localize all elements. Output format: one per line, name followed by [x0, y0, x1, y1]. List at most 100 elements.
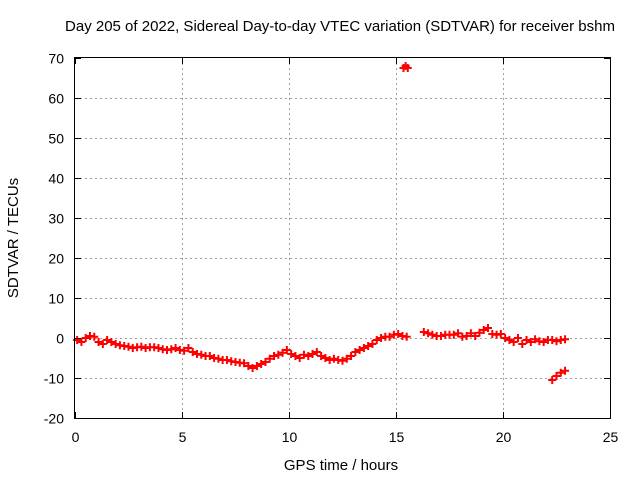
data-point: [505, 336, 514, 344]
y-tick-label: 10: [48, 291, 64, 307]
data-point: [257, 360, 266, 368]
data-point: [81, 334, 90, 342]
data-point: [385, 332, 394, 341]
data-point: [531, 335, 540, 344]
x-tick-label: 25: [603, 429, 619, 445]
y-tick-label: 20: [48, 251, 64, 267]
data-point: [561, 335, 570, 344]
data-point: [475, 328, 484, 337]
data-point: [304, 352, 313, 360]
data-point: [484, 324, 493, 332]
data-point: [274, 350, 283, 359]
data-point: [466, 329, 475, 338]
data-point: [347, 352, 356, 360]
data-point: [205, 352, 214, 360]
data-point: [454, 329, 463, 338]
data-point: [137, 342, 146, 351]
data-point: [180, 346, 189, 355]
data-point: [338, 356, 347, 365]
x-tick-label: 5: [179, 429, 187, 445]
data-point: [548, 376, 557, 384]
data-point: [171, 344, 180, 352]
y-tick-label: -10: [44, 371, 64, 387]
data-point: [479, 326, 488, 334]
data-point: [214, 354, 223, 363]
x-tick-label: 10: [282, 429, 298, 445]
data-point: [270, 352, 279, 360]
y-axis-label: SDTVAR / TECUs: [5, 178, 22, 298]
x-tick-label: 15: [389, 429, 405, 445]
data-point: [107, 338, 116, 346]
data-point: [77, 338, 86, 346]
data-point: [471, 332, 480, 340]
data-point: [240, 359, 249, 368]
data-point: [94, 338, 103, 346]
x-axis-label: GPS time / hours: [284, 457, 398, 474]
data-point: [449, 330, 458, 339]
data-point: [556, 368, 565, 377]
data-point: [197, 350, 206, 359]
data-point: [90, 332, 99, 341]
data-point: [424, 329, 433, 338]
data-point: [248, 364, 257, 372]
chart-title: Day 205 of 2022, Sidereal Day-to-day VTE…: [65, 18, 615, 35]
data-point: [167, 345, 176, 354]
data-point: [265, 354, 274, 363]
data-point: [188, 348, 197, 356]
data-point: [403, 64, 412, 72]
data-point: [98, 340, 107, 348]
data-point: [124, 342, 133, 351]
data-point: [317, 352, 326, 360]
data-point: [291, 352, 300, 360]
x-tick-label: 0: [72, 429, 80, 445]
x-tick-label: 20: [496, 429, 512, 445]
y-tick-label: 30: [48, 211, 64, 227]
data-point: [419, 328, 428, 336]
data-point: [402, 332, 411, 341]
data-point: [329, 354, 338, 363]
y-tick-labels: -20 -10 0 10 20 30 40 50 60 70: [44, 51, 64, 427]
data-point: [509, 338, 518, 346]
data-point: [518, 340, 527, 348]
data-point: [308, 350, 317, 358]
data-point: [252, 362, 261, 370]
data-point: [552, 372, 561, 380]
data-point: [325, 356, 334, 364]
data-point: [372, 336, 381, 344]
data-point: [526, 338, 535, 346]
data-point: [513, 334, 522, 342]
data-point: [364, 342, 373, 350]
data-point: [552, 337, 561, 346]
data-point: [222, 356, 231, 364]
y-tick-label: 40: [48, 171, 64, 187]
y-tick-label: -20: [44, 411, 64, 427]
data-point: [359, 344, 368, 352]
data-point: [244, 362, 253, 370]
data-point: [428, 330, 437, 339]
data-point: [539, 338, 548, 346]
data-point: [282, 346, 291, 354]
data-point: [394, 330, 403, 338]
data-point: [295, 354, 304, 362]
data-point: [103, 336, 112, 344]
data-point: [278, 348, 287, 357]
data-point: [287, 350, 296, 358]
y-tick-label: 60: [48, 91, 64, 107]
data-point: [312, 348, 321, 356]
y-tick-label: 0: [56, 331, 64, 347]
data-point: [355, 346, 364, 354]
data-point: [299, 350, 308, 359]
data-point: [154, 344, 163, 352]
data-point: [261, 358, 270, 366]
data-point: [321, 354, 330, 362]
data-point: [496, 330, 505, 338]
data-point: [436, 332, 445, 340]
axis-ticks: [75, 58, 611, 419]
y-tick-label: 50: [48, 131, 64, 147]
y-tick-label: 70: [48, 51, 64, 67]
data-point: [377, 334, 386, 342]
x-tick-labels: 0 5 10 15 20 25: [72, 429, 619, 445]
data-points: [73, 62, 570, 384]
data-point: [548, 336, 557, 344]
